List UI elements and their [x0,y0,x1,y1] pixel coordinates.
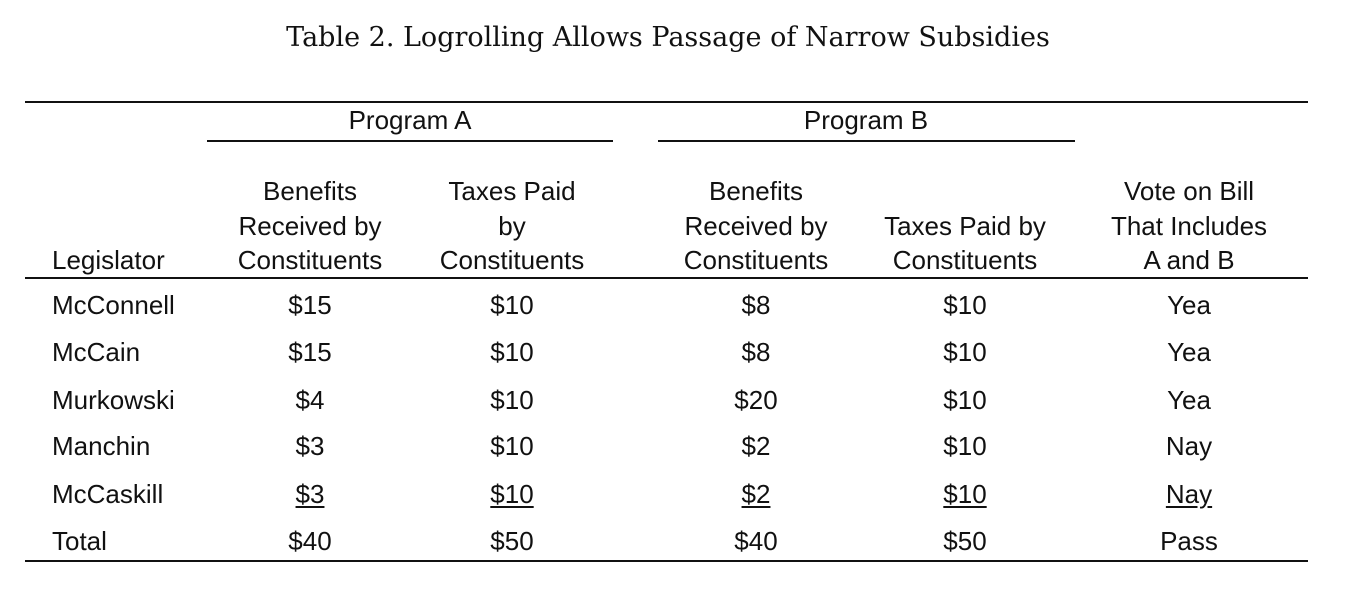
cell: $15 [288,290,332,320]
cell: $10 [943,337,987,367]
column-header: A and B [1143,245,1235,275]
cell: $8 [741,290,771,320]
cell: $10 [490,290,534,320]
cell: $15 [288,337,332,367]
column-header: That Includes [1110,210,1268,241]
row-label: McConnell [52,290,175,320]
cell: $40 [734,526,778,556]
cell: $3 [295,479,325,509]
row-label: Manchin [52,431,151,461]
group-rule [207,140,613,142]
cell: $10 [943,479,987,509]
row-label: McCaskill [52,479,164,509]
row-label: Murkowski [52,385,175,415]
cell: Pass [1160,526,1218,556]
column-header: Constituents [683,245,829,275]
column-header: Taxes Paid [448,176,576,206]
group-header: Program A [348,105,472,135]
cell: $10 [490,479,534,509]
cell: $20 [734,385,778,415]
column-header: Received by [684,210,828,241]
column-header: Constituents [892,245,1038,275]
top-rule [25,101,1308,103]
cell: $10 [943,385,987,415]
group-header: Program B [803,105,929,135]
column-header: Benefits [709,176,803,206]
cell: $10 [943,431,987,461]
cell: $3 [295,431,325,461]
cell: $10 [490,385,534,415]
cell: $40 [288,526,332,556]
cell: $50 [490,526,534,556]
column-header: Constituents [237,245,383,275]
cell: Nay [1165,479,1213,509]
column-header: Legislator [52,245,165,275]
column-header: Constituents [439,245,585,275]
cell: $10 [490,431,534,461]
cell: $10 [943,290,987,320]
cell: $10 [490,337,534,367]
row-label: McCain [52,337,141,367]
cell: $8 [741,337,771,367]
cell: $4 [295,385,325,415]
column-header: Received by [238,210,382,241]
cell: $2 [741,479,771,509]
cell: Yea [1167,290,1211,320]
cell: $2 [741,431,771,461]
header-rule [25,277,1308,279]
column-header: Taxes Paid by [884,210,1046,241]
column-header: Vote on Bill [1123,176,1255,206]
column-header: Benefits [263,176,357,206]
cell: Yea [1167,337,1211,367]
cell: Yea [1167,385,1211,415]
row-label: Total [52,526,107,556]
cell: Nay [1165,431,1213,461]
group-rule [658,140,1075,142]
cell: $50 [943,526,987,556]
column-header: by [498,210,526,241]
bottom-rule [25,560,1308,562]
table-title: Table 2. Logrolling Allows Passage of Na… [286,22,1050,53]
